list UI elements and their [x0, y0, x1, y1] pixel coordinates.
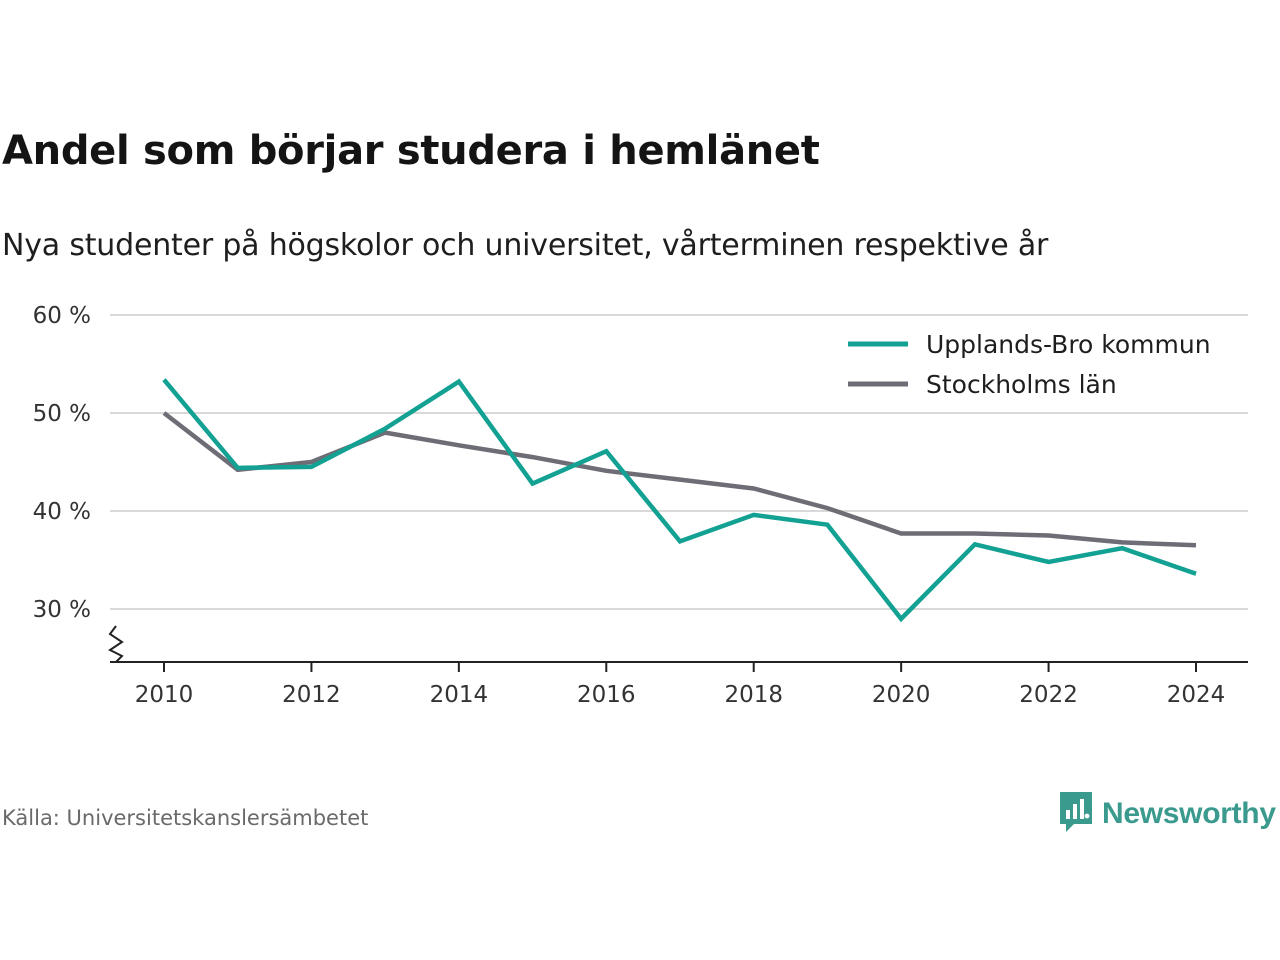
data-point: [162, 378, 166, 382]
brand-logo[interactable]: Newsworthy: [1058, 790, 1276, 838]
x-tick-label: 2022: [1019, 682, 1078, 708]
y-axis-ticks: 30 % 40 % 50 % 60 %: [33, 303, 91, 623]
data-point: [604, 469, 608, 473]
x-tick-label: 2024: [1167, 682, 1226, 708]
x-axis: [108, 625, 1248, 663]
y-tick-label: 60 %: [33, 303, 91, 329]
data-point: [825, 506, 829, 510]
data-point: [383, 427, 387, 431]
chart-title: Andel som börjar studera i hemlänet: [2, 128, 820, 174]
line-chart: 30 % 40 % 50 % 60 % 2010 2012 2014 2016 2018 202…: [33, 303, 1248, 708]
gridlines: [110, 314, 1248, 610]
data-point: [678, 478, 682, 482]
data-point: [309, 465, 313, 469]
data-point: [604, 449, 608, 453]
x-tick-label: 2010: [135, 682, 194, 708]
data-point: [1047, 534, 1051, 538]
data-point: [162, 411, 166, 415]
data-point: [531, 455, 535, 459]
data-point: [825, 523, 829, 527]
chart-subtitle: Nya studenter på högskolor och universit…: [2, 228, 1049, 263]
data-point: [1047, 560, 1051, 564]
data-point: [899, 617, 903, 621]
data-point: [973, 542, 977, 546]
legend-label: Upplands-Bro kommun: [926, 330, 1211, 359]
x-axis-ticks: 2010 2012 2014 2016 2018 2020 2022 2024: [135, 662, 1226, 708]
data-point: [457, 380, 461, 384]
data-point: [1120, 546, 1124, 550]
x-tick-label: 2014: [430, 682, 489, 708]
data-point: [1120, 540, 1124, 544]
axis-break-icon: [108, 625, 124, 663]
source-note: Källa: Universitetskanslersämbetet: [2, 806, 369, 830]
data-point: [1194, 543, 1198, 547]
data-point: [752, 486, 756, 490]
y-tick-label: 30 %: [33, 597, 91, 623]
x-tick-label: 2018: [724, 682, 783, 708]
x-tick-label: 2016: [577, 682, 636, 708]
data-point: [1194, 572, 1198, 576]
data-point: [973, 532, 977, 536]
series-line-upplands-bro: [162, 378, 1197, 623]
y-tick-label: 40 %: [33, 499, 91, 525]
data-point: [309, 460, 313, 464]
data-point: [752, 513, 756, 517]
data-point: [236, 466, 240, 470]
legend: Upplands-Bro kommun Stockholms län: [848, 330, 1211, 399]
newsworthy-logo-icon: [1058, 790, 1094, 838]
brand-name: Newsworthy: [1102, 797, 1276, 830]
series-lines: [162, 378, 1198, 623]
data-point: [457, 443, 461, 447]
y-tick-label: 50 %: [33, 401, 91, 427]
legend-label: Stockholms län: [926, 370, 1117, 399]
x-tick-label: 2012: [282, 682, 341, 708]
x-tick-label: 2020: [872, 682, 931, 708]
data-point: [678, 539, 682, 543]
data-point: [531, 482, 535, 486]
data-point: [899, 532, 903, 536]
